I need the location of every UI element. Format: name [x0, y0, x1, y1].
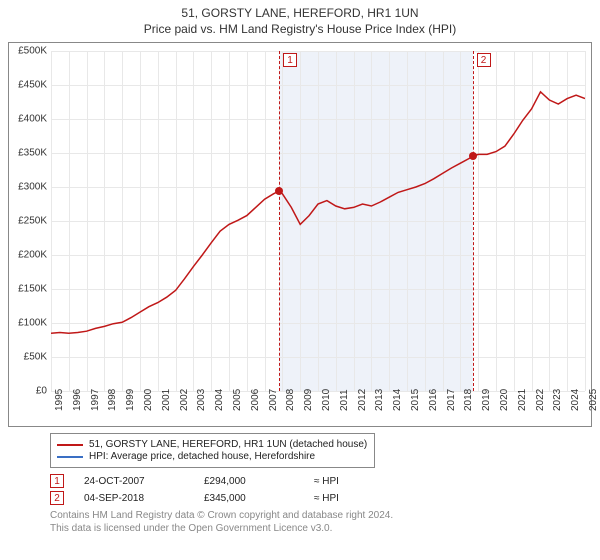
- y-axis-tick: £100K: [7, 318, 47, 329]
- transaction-relation: ≈ HPI: [314, 476, 339, 487]
- x-axis-tick: 2024: [570, 389, 581, 411]
- x-axis-tick: 2017: [446, 389, 457, 411]
- y-axis-tick: £0: [7, 386, 47, 397]
- legend-item: HPI: Average price, detached house, Here…: [57, 451, 368, 462]
- transaction-date: 24-OCT-2007: [84, 476, 184, 487]
- legend-swatch: [57, 444, 83, 446]
- x-axis-tick: 2010: [321, 389, 332, 411]
- x-axis-tick: 2023: [552, 389, 563, 411]
- legend-label: HPI: Average price, detached house, Here…: [89, 451, 315, 462]
- chart-title: 51, GORSTY LANE, HEREFORD, HR1 1UN: [8, 6, 592, 20]
- x-axis-tick: 2006: [250, 389, 261, 411]
- x-axis-tick: 2016: [428, 389, 439, 411]
- x-axis-tick: 2012: [357, 389, 368, 411]
- x-axis-tick: 2013: [374, 389, 385, 411]
- chart-plot-area: 12: [51, 51, 585, 391]
- transaction-date: 04-SEP-2018: [84, 493, 184, 504]
- x-axis-tick: 2001: [161, 389, 172, 411]
- x-axis-tick: 2025: [588, 389, 599, 411]
- attribution: Contains HM Land Registry data © Crown c…: [50, 509, 592, 535]
- transactions-table: 1 24-OCT-2007 £294,000 ≈ HPI 2 04-SEP-2018 £34…: [50, 474, 592, 505]
- x-axis-tick: 2003: [196, 389, 207, 411]
- x-axis-tick: 2018: [463, 389, 474, 411]
- y-axis-tick: £50K: [7, 352, 47, 363]
- legend-item: 51, GORSTY LANE, HEREFORD, HR1 1UN (deta…: [57, 439, 368, 450]
- y-axis-tick: £200K: [7, 250, 47, 261]
- transaction-price: £294,000: [204, 476, 294, 487]
- y-axis-tick: £350K: [7, 148, 47, 159]
- x-axis-tick: 2021: [517, 389, 528, 411]
- x-axis-tick: 2015: [410, 389, 421, 411]
- x-axis-tick: 1998: [107, 389, 118, 411]
- y-axis-tick: £450K: [7, 80, 47, 91]
- x-axis-tick: 2005: [232, 389, 243, 411]
- x-axis-tick: 1999: [125, 389, 136, 411]
- legend: 51, GORSTY LANE, HEREFORD, HR1 1UN (deta…: [50, 433, 375, 468]
- price-line: [51, 51, 585, 391]
- attribution-line: This data is licensed under the Open Gov…: [50, 522, 592, 535]
- transaction-price: £345,000: [204, 493, 294, 504]
- x-axis-tick: 2011: [339, 389, 350, 411]
- transaction-row: 2 04-SEP-2018 £345,000 ≈ HPI: [50, 491, 592, 505]
- x-axis-tick: 2004: [214, 389, 225, 411]
- y-axis-tick: £300K: [7, 182, 47, 193]
- chart-frame: 12 £0 £50K £100K £150K £200K £250K £300K £350K £…: [8, 42, 592, 427]
- transaction-tag: 2: [50, 491, 64, 505]
- transaction-tag: 1: [50, 474, 64, 488]
- x-axis-tick: 2020: [499, 389, 510, 411]
- legend-swatch: [57, 456, 83, 458]
- x-axis-tick: 2007: [268, 389, 279, 411]
- legend-label: 51, GORSTY LANE, HEREFORD, HR1 1UN (deta…: [89, 439, 367, 450]
- x-axis-tick: 2014: [392, 389, 403, 411]
- y-axis-tick: £500K: [7, 46, 47, 57]
- x-axis-tick: 2000: [143, 389, 154, 411]
- x-axis-tick: 1995: [54, 389, 65, 411]
- x-axis-tick: 2009: [303, 389, 314, 411]
- y-axis-tick: £400K: [7, 114, 47, 125]
- x-axis-tick: 1996: [72, 389, 83, 411]
- attribution-line: Contains HM Land Registry data © Crown c…: [50, 509, 592, 522]
- x-axis-tick: 2022: [535, 389, 546, 411]
- transaction-relation: ≈ HPI: [314, 493, 339, 504]
- y-axis-tick: £250K: [7, 216, 47, 227]
- x-axis-tick: 1997: [90, 389, 101, 411]
- x-axis-tick: 2019: [481, 389, 492, 411]
- chart-subtitle: Price paid vs. HM Land Registry's House …: [8, 22, 592, 36]
- transaction-row: 1 24-OCT-2007 £294,000 ≈ HPI: [50, 474, 592, 488]
- x-axis-tick: 2008: [285, 389, 296, 411]
- y-axis-tick: £150K: [7, 284, 47, 295]
- x-axis-tick: 2002: [179, 389, 190, 411]
